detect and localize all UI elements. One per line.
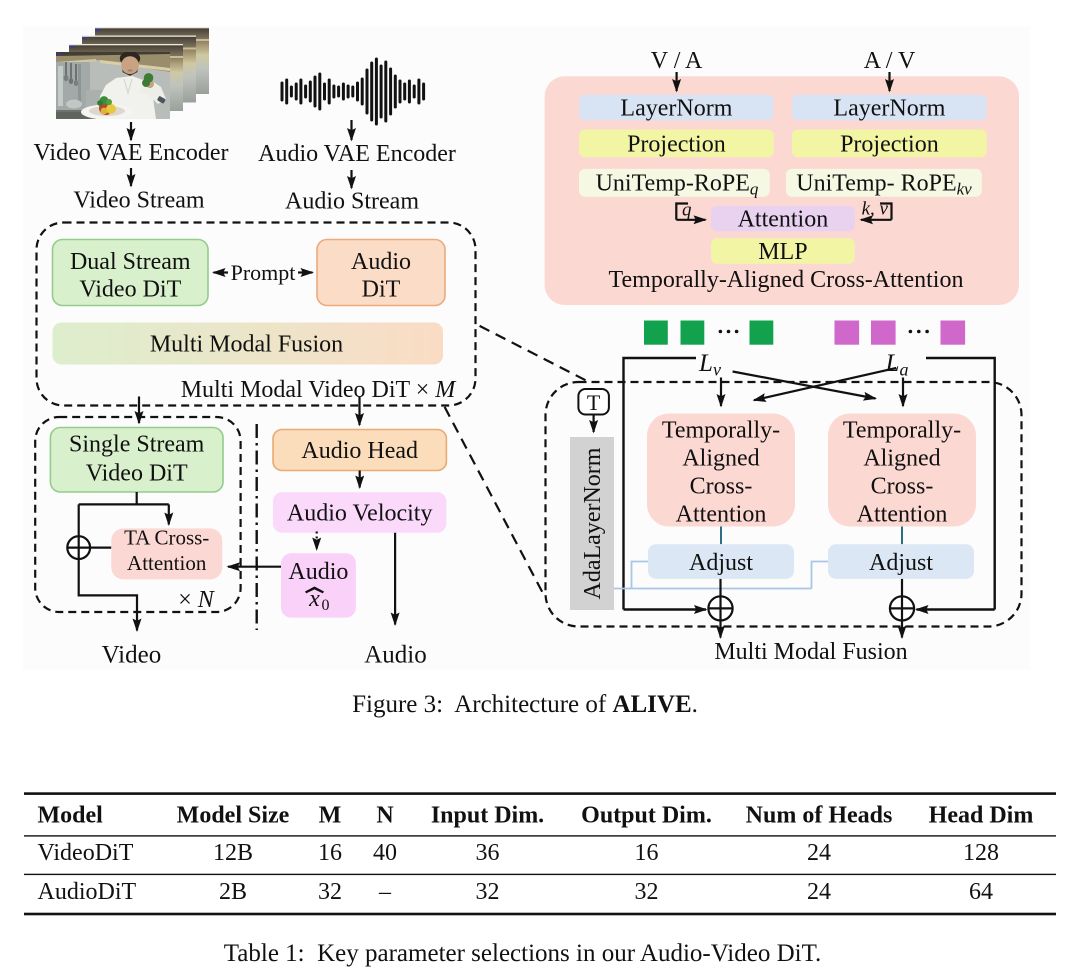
svg-text:Audio Head: Audio Head: [301, 438, 418, 464]
svg-text:TA Cross-: TA Cross-: [124, 526, 209, 550]
svg-text:Model Size: Model Size: [177, 803, 290, 829]
svg-text:DiT: DiT: [362, 277, 401, 303]
svg-text:× N: × N: [178, 587, 216, 613]
svg-text:T: T: [587, 390, 601, 415]
svg-text:Temporally-Aligned Cross-Atten: Temporally-Aligned Cross-Attention: [609, 267, 964, 293]
svg-text:Input Dim.: Input Dim.: [431, 803, 544, 829]
svg-text:16: 16: [318, 840, 342, 866]
svg-text:12B: 12B: [213, 840, 253, 866]
svg-text:2B: 2B: [219, 879, 247, 905]
svg-text:Attention: Attention: [676, 502, 767, 528]
svg-text:Aligned: Aligned: [682, 446, 759, 472]
svg-text:Table 1: Key parameter select: Table 1: Key parameter selections in our…: [224, 940, 822, 967]
svg-text:Video Stream: Video Stream: [73, 188, 205, 214]
svg-text:Video: Video: [102, 642, 162, 669]
svg-text:Attention: Attention: [857, 502, 948, 528]
svg-text:Figure 3: Architecture of ALI: Figure 3: Architecture of ALIVE.: [352, 691, 698, 718]
svg-text:Audio VAE Encoder: Audio VAE Encoder: [258, 141, 456, 167]
svg-text:VideoDiT: VideoDiT: [38, 840, 134, 866]
svg-text:32: 32: [476, 879, 500, 905]
svg-text:Audio: Audio: [288, 559, 348, 585]
svg-text:Single Stream: Single Stream: [69, 432, 205, 458]
svg-text:Video VAE Encoder: Video VAE Encoder: [34, 140, 229, 166]
svg-text:24: 24: [807, 879, 831, 905]
svg-text:Head Dim: Head Dim: [929, 803, 1034, 829]
svg-text:k, v: k, v: [862, 199, 889, 220]
svg-text:Num of Heads: Num of Heads: [746, 803, 893, 829]
svg-text:N: N: [376, 803, 394, 829]
svg-text:Video DiT: Video DiT: [79, 277, 181, 303]
svg-text:Audio: Audio: [364, 642, 427, 669]
svg-text:M: M: [319, 803, 342, 829]
svg-text:–: –: [378, 879, 392, 905]
svg-text:Audio: Audio: [351, 249, 411, 275]
svg-text:Attention: Attention: [738, 207, 829, 233]
svg-text:Multi Modal Fusion: Multi Modal Fusion: [714, 639, 907, 665]
svg-text:16: 16: [635, 840, 659, 866]
svg-text:Prompt: Prompt: [231, 260, 296, 285]
svg-text:Aligned: Aligned: [863, 446, 940, 472]
svg-text:24: 24: [807, 840, 831, 866]
svg-text:64: 64: [969, 879, 993, 905]
svg-text:Temporally-: Temporally-: [662, 418, 780, 444]
svg-text:AudioDiT: AudioDiT: [38, 879, 137, 905]
svg-text:LayerNorm: LayerNorm: [833, 96, 945, 122]
svg-text:Attention: Attention: [127, 551, 207, 575]
svg-text:Multi Modal Fusion: Multi Modal Fusion: [150, 332, 343, 358]
svg-text:x: x: [308, 586, 320, 612]
svg-text:Audio Velocity: Audio Velocity: [287, 501, 433, 527]
svg-text:Cross-: Cross-: [690, 474, 753, 500]
svg-text:A / V: A / V: [864, 48, 916, 74]
svg-text:Cross-: Cross-: [871, 474, 934, 500]
svg-text:Adjust: Adjust: [869, 550, 933, 576]
svg-text:AdaLayerNorm: AdaLayerNorm: [580, 447, 606, 599]
svg-text:Audio Stream: Audio Stream: [285, 189, 419, 215]
svg-text:36: 36: [476, 840, 500, 866]
svg-text:MLP: MLP: [758, 239, 807, 265]
svg-text:40: 40: [373, 840, 397, 866]
svg-text:UniTemp-RoPEq: UniTemp-RoPEq: [596, 171, 759, 199]
svg-text:LayerNorm: LayerNorm: [620, 96, 732, 122]
svg-text:32: 32: [635, 879, 659, 905]
svg-text:Multi Modal Video DiT × M: Multi Modal Video DiT × M: [181, 377, 458, 403]
svg-text:UniTemp- RoPEkv: UniTemp- RoPEkv: [796, 171, 972, 199]
svg-text:32: 32: [318, 879, 342, 905]
svg-text:q: q: [682, 200, 692, 221]
svg-text:Video DiT: Video DiT: [86, 461, 188, 487]
svg-text:Temporally-: Temporally-: [843, 418, 961, 444]
svg-text:Projection: Projection: [840, 132, 939, 158]
svg-text:V / A: V / A: [651, 48, 703, 74]
svg-text:Dual Stream: Dual Stream: [70, 249, 191, 275]
svg-text:Projection: Projection: [627, 132, 726, 158]
svg-text:0: 0: [322, 597, 330, 614]
svg-text:Adjust: Adjust: [689, 550, 753, 576]
svg-text:Model: Model: [38, 803, 104, 829]
svg-text:128: 128: [963, 840, 999, 866]
svg-text:Output Dim.: Output Dim.: [581, 803, 712, 829]
